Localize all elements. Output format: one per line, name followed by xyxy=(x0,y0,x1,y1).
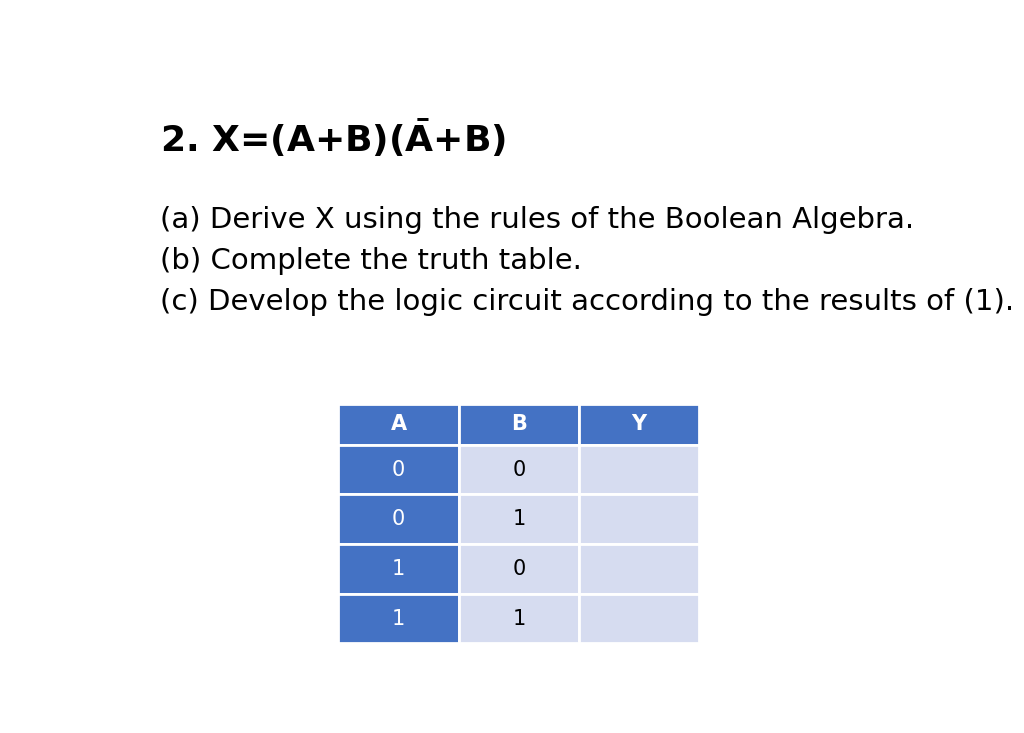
Bar xyxy=(459,594,579,644)
Text: 1: 1 xyxy=(512,608,525,628)
Text: 1: 1 xyxy=(392,559,406,579)
Bar xyxy=(459,404,579,445)
Text: 0: 0 xyxy=(392,509,406,529)
Bar xyxy=(459,445,579,494)
Bar xyxy=(579,544,699,594)
Bar xyxy=(338,544,459,594)
Text: 0: 0 xyxy=(392,460,406,479)
Text: A: A xyxy=(390,414,407,435)
Text: 2. X=(A+B)($\mathregular{\bar{A}}$+B): 2. X=(A+B)($\mathregular{\bar{A}}$+B) xyxy=(160,117,506,158)
Bar xyxy=(338,445,459,494)
Text: 1: 1 xyxy=(392,608,406,628)
Text: (a) Derive X using the rules of the Boolean Algebra.: (a) Derive X using the rules of the Bool… xyxy=(160,207,913,235)
Text: (c) Develop the logic circuit according to the results of (1).: (c) Develop the logic circuit according … xyxy=(160,288,1014,316)
Bar xyxy=(338,404,459,445)
Text: 0: 0 xyxy=(512,559,525,579)
Text: (b) Complete the truth table.: (b) Complete the truth table. xyxy=(160,247,582,275)
Bar xyxy=(338,594,459,644)
Bar xyxy=(579,404,699,445)
Bar xyxy=(579,445,699,494)
Bar xyxy=(579,494,699,544)
Bar xyxy=(338,494,459,544)
Text: B: B xyxy=(511,414,526,435)
Bar xyxy=(459,494,579,544)
Text: 1: 1 xyxy=(512,509,525,529)
Bar xyxy=(459,544,579,594)
Bar xyxy=(579,594,699,644)
Text: Y: Y xyxy=(632,414,647,435)
Text: 0: 0 xyxy=(512,460,525,479)
